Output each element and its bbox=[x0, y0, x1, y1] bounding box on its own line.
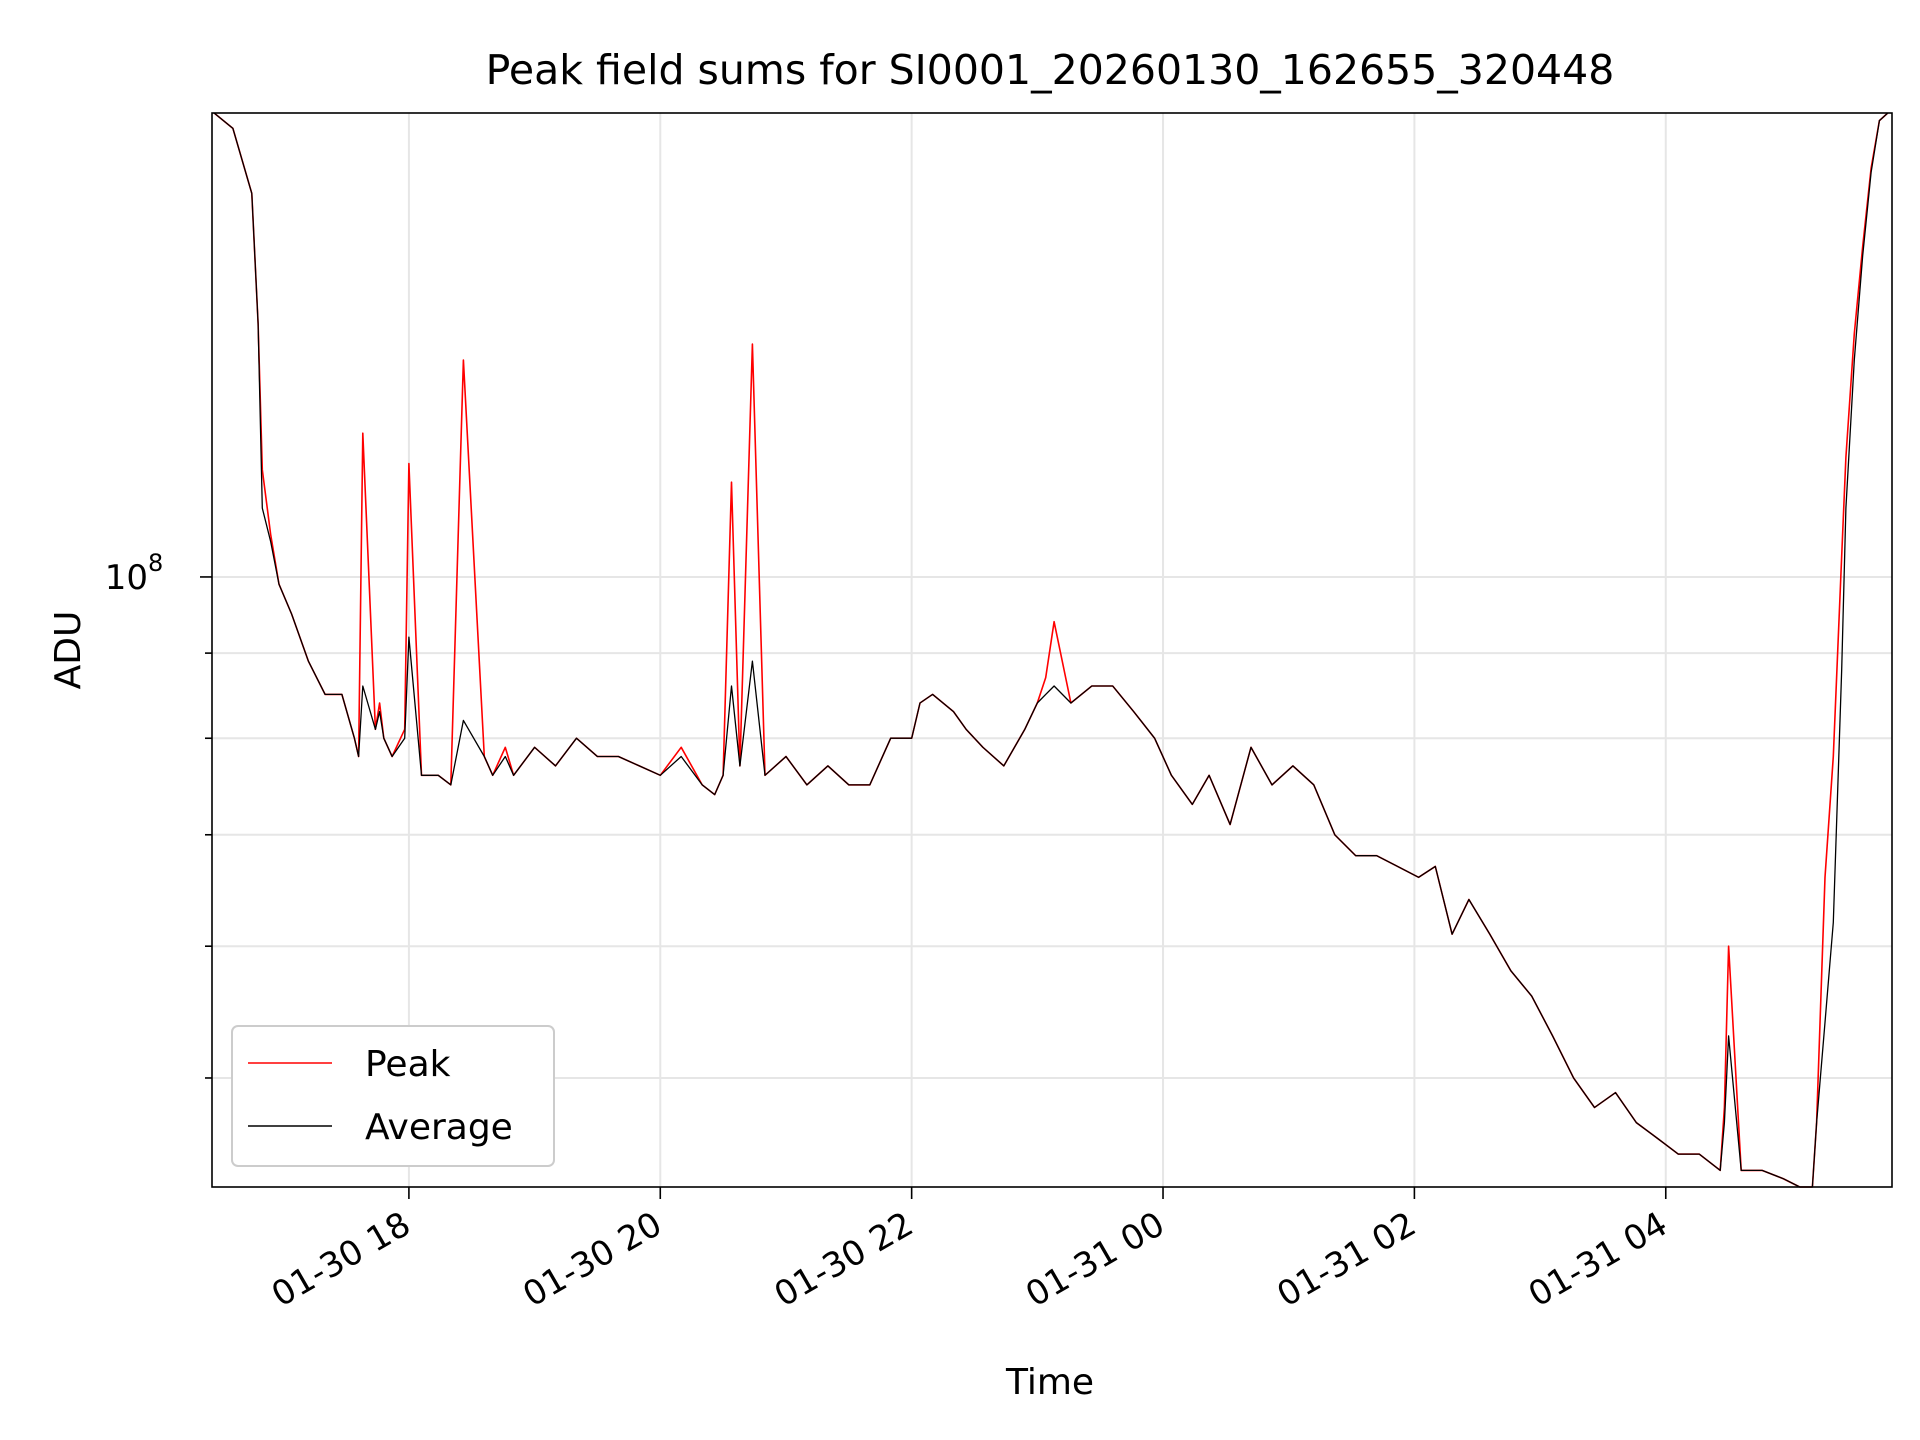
legend: Peak Average bbox=[231, 1025, 555, 1167]
y-tick-label-exponent: 8 bbox=[148, 549, 163, 577]
chart-title: Peak field sums for SI0001_20260130_1626… bbox=[486, 46, 1615, 94]
y-tick-label: 10 bbox=[105, 558, 148, 598]
legend-box bbox=[231, 1025, 555, 1167]
legend-peak-label: Peak bbox=[365, 1044, 451, 1085]
legend-average-label: Average bbox=[365, 1107, 513, 1148]
grid bbox=[212, 113, 1892, 1187]
y-axis-label: ADU bbox=[48, 611, 89, 690]
series-group bbox=[213, 112, 1889, 1188]
x-axis-label: Time bbox=[1005, 1362, 1094, 1403]
series-line-average bbox=[213, 112, 1889, 1188]
plot-frame bbox=[211, 112, 1893, 1188]
